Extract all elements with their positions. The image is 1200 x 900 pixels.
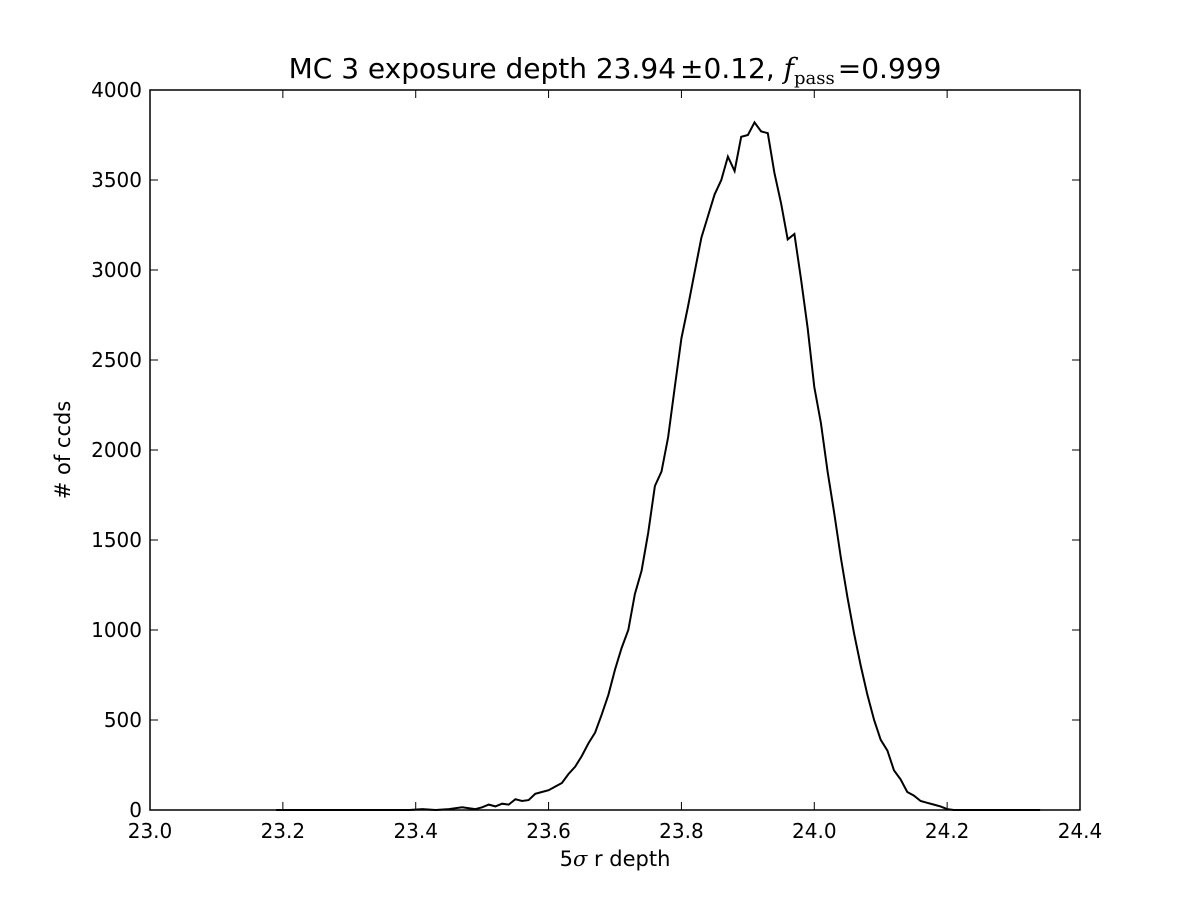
y-tick-label: 2500 xyxy=(91,348,142,372)
y-tick-label: 3500 xyxy=(91,168,142,192)
x-axis-label: 5σ r depth xyxy=(560,847,671,871)
title-sub: pass xyxy=(794,68,835,89)
x-label-rest: r depth xyxy=(587,847,670,871)
y-tick-label: 2000 xyxy=(91,438,142,462)
x-tick-label: 23.6 xyxy=(526,819,571,843)
ticks: 23.0 23.2 23.4 23.6 23.8 24.0 24.2 24.4 0 500 1000… xyxy=(91,78,1102,843)
x-label-five: 5 xyxy=(560,847,573,871)
y-tick-label: 0 xyxy=(129,798,142,822)
x-tick-label: 24.2 xyxy=(925,819,970,843)
x-label-sigma: σ xyxy=(573,847,588,871)
title-eq: = xyxy=(838,52,861,85)
series-line xyxy=(276,120,1041,812)
x-tick-label: 24.4 xyxy=(1058,819,1103,843)
y-tick-label: 500 xyxy=(104,708,142,732)
title-prefix: MC 3 exposure depth 23.94 xyxy=(289,52,676,85)
x-tick-label: 23.2 xyxy=(261,819,306,843)
title-err: 0.12, xyxy=(704,52,784,85)
y-tick-label: 1500 xyxy=(91,528,142,552)
y-axis-label: # of ccds xyxy=(51,401,75,500)
x-tick-label: 23.4 xyxy=(393,819,438,843)
plot-area: 23.0 23.2 23.4 23.6 23.8 24.0 24.2 24.4 0 500 1000… xyxy=(91,78,1102,843)
y-tick-label: 1000 xyxy=(91,618,142,642)
title-pm: ± xyxy=(680,52,703,85)
chart-title: MC 3 exposure depth 23.94 ±0.12, fpass =0.… xyxy=(289,52,942,89)
title-value: 0.999 xyxy=(861,52,941,85)
y-tick-label: 4000 xyxy=(91,78,142,102)
x-tick-label: 23.8 xyxy=(659,819,704,843)
x-tick-label: 24.0 xyxy=(792,819,837,843)
x-tick-label: 23.0 xyxy=(128,819,173,843)
plot-frame xyxy=(149,89,1081,811)
y-tick-label: 3000 xyxy=(91,258,142,282)
